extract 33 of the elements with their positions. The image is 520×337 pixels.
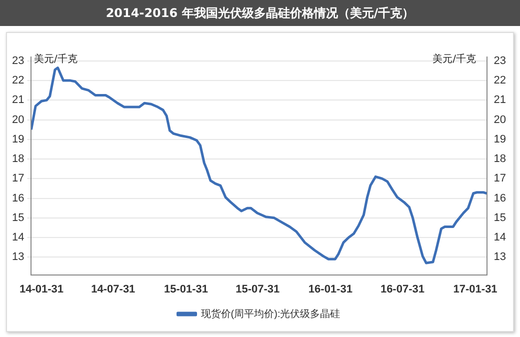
x-tick-label: 17-01-31 — [453, 283, 498, 296]
x-tick-label: 14-01-31 — [20, 283, 64, 296]
x-tick-label: 15-01-31 — [164, 283, 208, 296]
y-tick-label: 21 — [12, 94, 24, 106]
y-tick-label: 19 — [12, 133, 24, 146]
y-tick-label: 23 — [12, 54, 24, 67]
chart-title: 2014-2016 年我国光伏级多晶硅价格情况（美元/千克） — [0, 0, 520, 26]
y2-tick-label: 22 — [494, 74, 506, 87]
y-tick-label: 17 — [12, 172, 24, 185]
y2-tick-label: 17 — [494, 172, 506, 185]
y2-tick-label: 19 — [494, 133, 506, 146]
y2-tick-label: 14 — [494, 232, 506, 244]
x-tick-label: 14-07-31 — [91, 283, 136, 296]
y-tick-label: 22 — [12, 74, 24, 87]
y-tick-label: 14 — [12, 232, 24, 244]
y2-axis-title: 美元/千克 — [432, 52, 476, 66]
y2-tick-label: 13 — [494, 251, 506, 264]
y2-tick-label: 23 — [494, 54, 506, 67]
y2-tick-label: 16 — [494, 192, 506, 204]
y-tick-label: 16 — [12, 192, 24, 204]
y-tick-label: 15 — [12, 212, 24, 224]
legend-label: 现货价(周平均价):光伏级多晶硅 — [200, 308, 340, 320]
y-tick-label: 20 — [12, 114, 24, 126]
y-tick-label: 18 — [12, 153, 24, 166]
y2-tick-label: 20 — [494, 114, 506, 126]
y2-tick-label: 18 — [494, 153, 506, 166]
y-tick-label: 13 — [12, 251, 24, 264]
y-axis-title: 美元/千克 — [34, 52, 78, 66]
x-tick-label: 15-07-31 — [236, 283, 280, 296]
y2-tick-label: 21 — [494, 94, 506, 106]
x-tick-label: 16-01-31 — [308, 283, 352, 296]
x-tick-label: 16-07-31 — [380, 283, 424, 296]
y2-tick-label: 15 — [494, 212, 506, 224]
